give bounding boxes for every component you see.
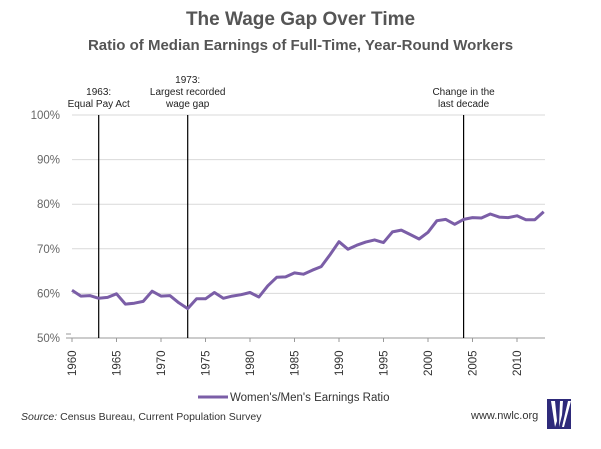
annotation-text: last decade [438,99,490,110]
x-tick-label: 2005 [468,350,480,376]
annotation-text: wage gap [165,99,210,110]
y-tick-label: 100% [31,110,60,122]
source-text: Census Bureau, Current Population Survey [57,411,262,423]
series-layer [71,210,545,311]
x-axis: 1960 1965 1970 1975 1980 1985 1990 1995 2000 2005… [66,333,545,376]
source-label: Source: [21,411,58,423]
y-tick-label: 70% [37,244,60,256]
x-tick-label: 1965 [112,350,124,376]
x-tick-label: 1970 [156,350,168,376]
x-tick-label: 1990 [334,350,346,376]
chart-subtitle: Ratio of Median Earnings of Full-Time, Y… [87,37,514,54]
y-tick-label: 60% [37,288,60,300]
x-tick-label: 1980 [245,350,257,376]
annotation-text: 1973: [175,75,200,86]
source-note: Source: Census Bureau, Current Populatio… [21,411,261,423]
y-tick-label: 50% [37,333,60,345]
annotation-text: Change in the [432,87,495,98]
y-tick-label: 80% [37,199,60,211]
y-tick-label: 90% [37,155,60,167]
nwlc-logo-icon [547,399,571,429]
gridlines [72,114,545,294]
series-line [71,210,545,311]
y-axis-ticks: 50% 60% 70% 80% 90% 100% [31,110,60,345]
chart-title: The Wage Gap Over Time [185,9,416,30]
x-tick-label: 2000 [423,350,435,376]
legend-label: Women's/Men's Earnings Ratio [230,392,390,404]
x-tick-label: 2010 [512,350,524,376]
annotation-text: Largest recorded [150,87,226,98]
x-tick-label: 1960 [67,350,79,376]
x-tick-label: 1995 [379,350,391,376]
x-tick-label: 1985 [290,350,302,376]
x-tick-label: 1975 [201,350,213,376]
website-url: www.nwlc.org [471,410,539,422]
annotation-text: Equal Pay Act [68,99,130,110]
annotations: 1963:Equal Pay Act 1973:Largest recordedw… [68,75,495,338]
annotation-text: 1963: [86,87,111,98]
legend: Women's/Men's Earnings Ratio [198,392,390,404]
